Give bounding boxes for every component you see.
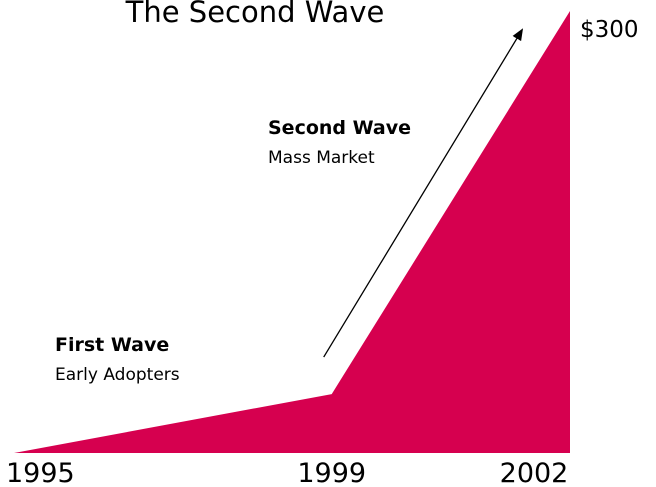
annotation-first-wave-title: First Wave	[55, 334, 169, 356]
x-axis-ticks: 1995 1999 2002	[6, 458, 568, 487]
annotation-first-wave-subtitle: Early Adopters	[55, 365, 180, 385]
x-tick-label: 1999	[297, 458, 366, 487]
end-value-label: $300	[580, 17, 639, 43]
area-series	[14, 11, 570, 453]
x-tick-label: 2002	[500, 458, 569, 487]
chart-title: The Second Wave	[125, 0, 385, 29]
x-tick-label: 1995	[6, 458, 75, 487]
trend-arrow	[323, 28, 524, 358]
annotation-second-wave-subtitle: Mass Market	[268, 148, 375, 168]
annotation-second-wave-title: Second Wave	[268, 117, 411, 139]
